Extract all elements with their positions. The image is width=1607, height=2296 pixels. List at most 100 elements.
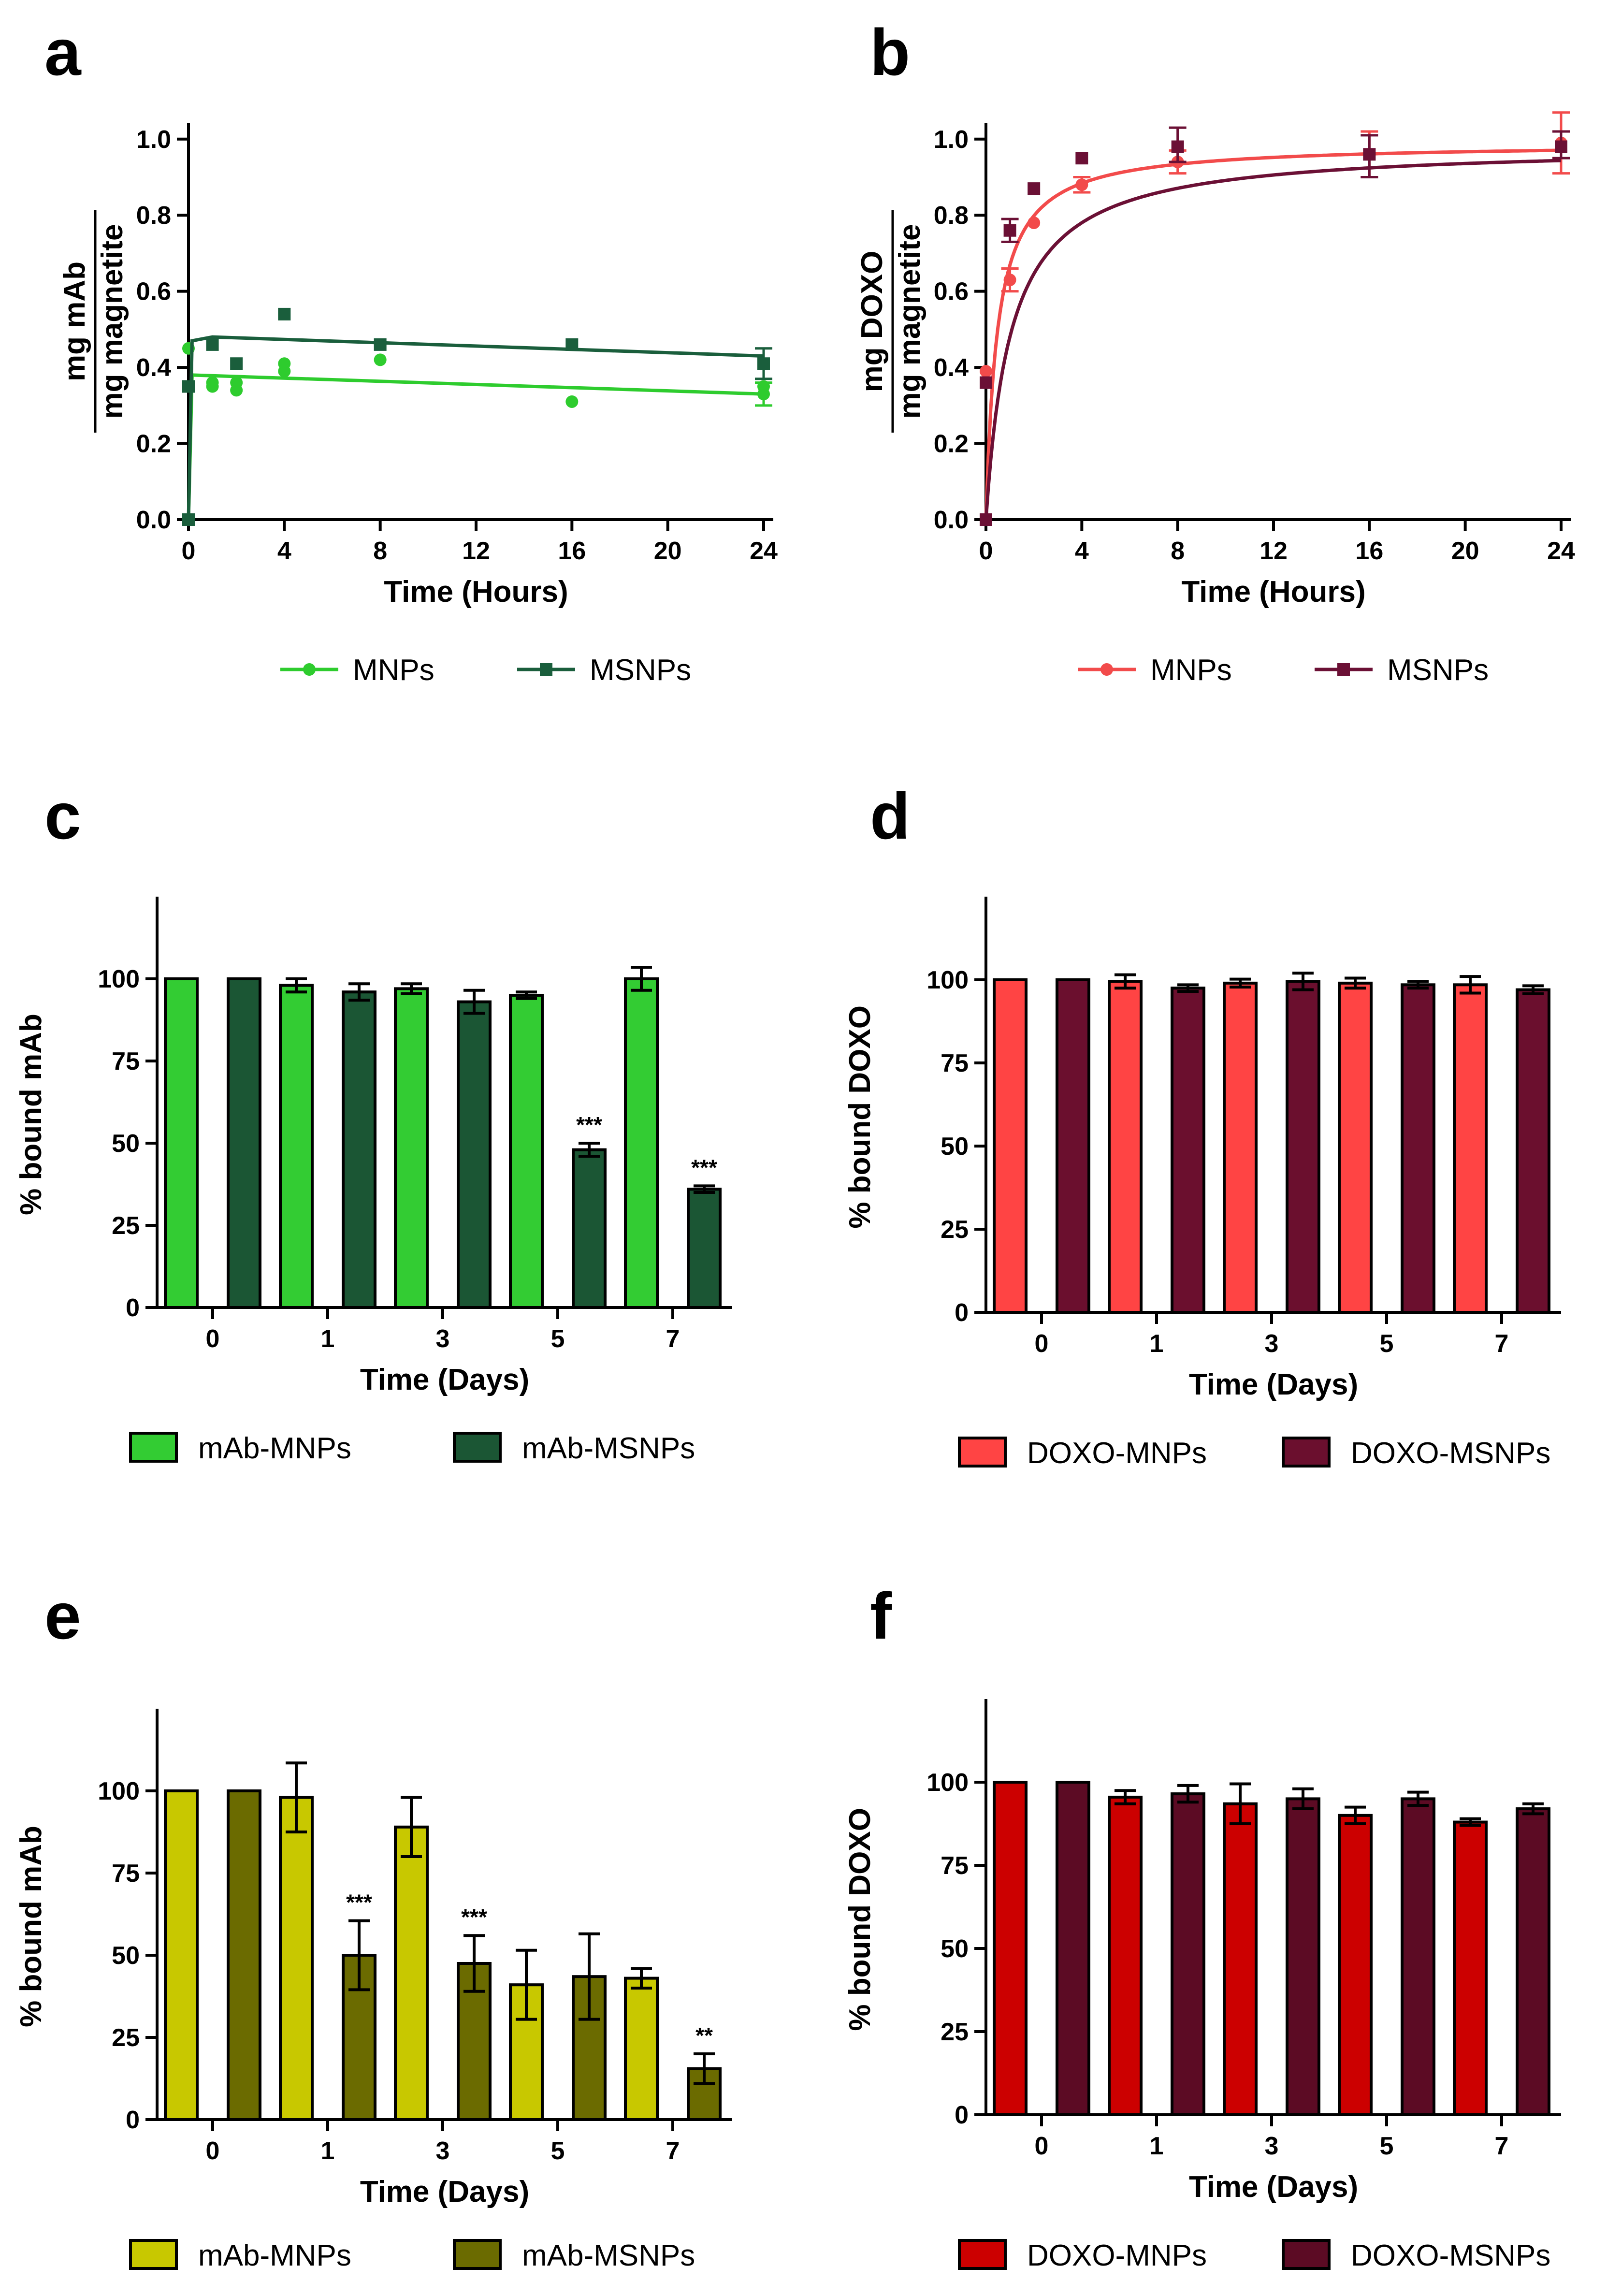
bar-doxo-mnps-day-3: [1223, 981, 1258, 1314]
panel-label-b: b: [870, 15, 910, 89]
y-tick-label: 25: [112, 2024, 140, 2052]
y-axis-title: mg mAb mg magnetite: [58, 210, 129, 433]
y-tick-label: 0.6: [136, 278, 171, 306]
bar-doxo-msnps-day-7: [1516, 1807, 1550, 2117]
bar-mab-mnps-day-7: [624, 977, 659, 1309]
x-tick-label: 0: [979, 537, 993, 565]
legend-swatch: [1282, 1437, 1331, 1468]
data-point: [980, 364, 992, 378]
x-tick-label: 20: [1451, 537, 1479, 565]
significance-marker: ***: [576, 1112, 602, 1137]
fit-line: [187, 373, 764, 520]
x-tick-label: 1: [321, 2137, 335, 2165]
x-tick-label: 0: [1035, 2132, 1049, 2160]
x-tick-label: 7: [1495, 1330, 1509, 1358]
series-msnps: [980, 126, 1570, 526]
series-msnps: [182, 307, 772, 526]
x-tick-label: 0: [206, 1325, 220, 1353]
legend-marker: [540, 663, 552, 676]
x-tick-label: 4: [277, 537, 291, 565]
legend-label: mAb-MNPs: [198, 2239, 351, 2272]
fit-line: [984, 159, 1562, 520]
bar-mab-msnps-day-0: [227, 977, 261, 1309]
x-tick-label: 0: [182, 537, 196, 565]
legend-swatch: [958, 1437, 1007, 1468]
data-point: [230, 357, 243, 370]
bar-doxo-msnps-day-0: [1056, 1781, 1090, 2116]
panel-label-c: c: [44, 779, 81, 853]
x-axis-title: Time (Days): [360, 2175, 529, 2209]
legend-label: MSNPs: [1387, 654, 1489, 687]
legend-label: DOXO-MNPs: [1027, 2239, 1207, 2272]
x-tick-label: 24: [750, 537, 778, 565]
y-tick-label: 0.0: [136, 506, 171, 534]
significance-marker: ***: [691, 1155, 717, 1180]
x-tick-label: 24: [1547, 537, 1575, 565]
y-tick-label: 0: [955, 1299, 969, 1327]
legend-swatch: [129, 1432, 178, 1463]
x-tick-label: 3: [1265, 1330, 1279, 1358]
x-tick-label: 5: [1380, 2132, 1394, 2160]
legend-marker: [1100, 663, 1113, 676]
legend: DOXO-MNPs DOXO-MSNPs: [958, 2239, 1550, 2272]
series-mnps: [182, 342, 772, 526]
y-tick-label: 0.6: [934, 278, 969, 306]
x-axis-title: Time (Days): [360, 1363, 529, 1396]
legend-label: DOXO-MNPs: [1027, 1437, 1207, 1470]
bar-doxo-msnps-day-3: [1286, 980, 1320, 1314]
x-tick-label: 16: [1355, 537, 1383, 565]
bar-mab-mnps-day-7: [624, 1976, 659, 2122]
y-tick-label: 50: [941, 1133, 969, 1161]
data-point: [278, 307, 291, 320]
data-point: [278, 357, 291, 370]
bar-doxo-msnps-day-7: [1516, 988, 1550, 1314]
x-tick-label: 3: [1265, 2132, 1279, 2160]
data-point: [374, 353, 387, 366]
bar-mab-msnps-day-0: [227, 1789, 261, 2121]
bar-doxo-msnps-day-3: [1286, 1797, 1320, 2116]
data-point: [182, 380, 195, 393]
legend-swatch: [453, 2239, 502, 2270]
bar-mab-mnps-day-1: [279, 1796, 314, 2122]
legend: mAb-MNPs mAb-MSNPs: [129, 1432, 695, 1465]
y-tick-label: 75: [941, 1852, 969, 1880]
data-point: [1075, 178, 1088, 191]
legend-label: mAb-MNPs: [198, 1432, 351, 1465]
data-point: [374, 338, 387, 351]
chart-panel-e: e 0 25 50 75 100 0 1 *** 3 *** 5 7 ** Time (Days) % bou…: [14, 1579, 732, 2272]
bar-mab-mnps-day-3: [394, 1825, 429, 2122]
legend-label: DOXO-MSNPs: [1351, 1437, 1550, 1470]
y-tick-label: 75: [112, 1860, 140, 1888]
bar-doxo-mnps-day-5: [1338, 981, 1373, 1314]
x-tick-label: 16: [558, 537, 586, 565]
x-tick-label: 3: [436, 1325, 450, 1353]
data-point: [565, 395, 579, 408]
x-tick-label: 8: [1171, 537, 1185, 565]
data-point: [1363, 148, 1376, 161]
chart-panel-f: f 0 25 50 75 100 0 1 3 5 7 Time (Days) % bound DOXO D…: [843, 1579, 1561, 2272]
bar-mab-mnps-day-5: [509, 994, 544, 1309]
bar-doxo-mnps-day-0: [993, 978, 1028, 1314]
y-tick-label: 25: [941, 2018, 969, 2046]
data-point: [182, 513, 195, 526]
x-tick-label: 5: [551, 2137, 565, 2165]
legend: mAb-MNPs mAb-MSNPs: [129, 2239, 695, 2272]
y-tick-label: 0.8: [934, 202, 969, 230]
x-axis-title: Time (Days): [1189, 1368, 1358, 1401]
y-axis-title-denominator: mg magnetite: [96, 224, 129, 419]
y-axis-title: % bound DOXO: [843, 1005, 877, 1229]
y-tick-label: 100: [927, 1769, 969, 1797]
significance-marker: ***: [346, 1890, 372, 1915]
legend-swatch: [1282, 2239, 1331, 2270]
data-point: [1028, 182, 1041, 195]
x-axis-title: Time (Hours): [1181, 575, 1365, 609]
x-tick-label: 7: [1495, 2132, 1509, 2160]
chart-panel-a: a 0.0 0.2 0.4 0.6 0.8 1.0 0 4 8 12 16 20 24 Time (Hour…: [44, 15, 778, 687]
data-point: [1028, 216, 1041, 229]
chart-panel-b: b 0.0 0.2 0.4 0.6 0.8 1.0 0 4 8 12 16 20 24 Time (Hour…: [855, 15, 1575, 687]
y-tick-label: 50: [941, 1935, 969, 1963]
x-axis-title: Time (Days): [1189, 2170, 1358, 2204]
legend-label: MNPs: [353, 654, 434, 687]
bar-doxo-mnps-day-7: [1453, 983, 1488, 1314]
